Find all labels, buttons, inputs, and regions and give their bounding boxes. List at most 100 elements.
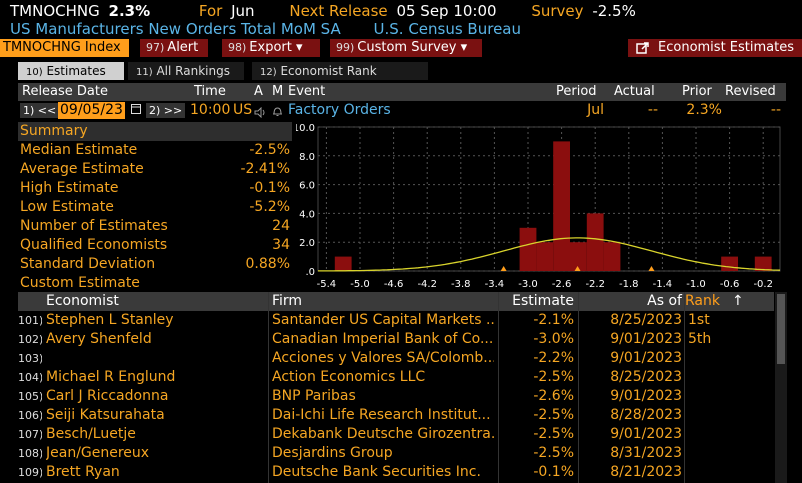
firm-name: Deutsche Bank Securities Inc. — [272, 464, 481, 480]
table-row[interactable]: 106) Seiji Katsurahata Dai-Ichi Life Resea… — [18, 406, 774, 425]
summary-title: Summary — [18, 122, 292, 141]
summary-row: Median Estimate -2.5% — [18, 141, 292, 160]
estimate-value: -2.5% — [533, 426, 574, 442]
col-firm[interactable]: Firm — [272, 293, 303, 309]
release-date-field[interactable]: 09/05/23 — [58, 102, 125, 119]
histogram-bar — [536, 242, 554, 271]
chart-svg: 10.0 8.0 6.0 4.0 2.0 .0-5.4 -5.0 -4.6 -4.2 -3.8 -3… — [293, 123, 781, 290]
tab-estimates-label: Estimates — [46, 64, 106, 78]
col-time: Time — [194, 84, 226, 99]
firm-name: Santander US Capital Markets ... — [272, 312, 494, 328]
table-row[interactable]: 102) Avery Shenfeld Canadian Imperial Bank… — [18, 330, 774, 349]
estimate-value: -2.6% — [533, 388, 574, 404]
export-button[interactable]: 98) Export ▾ — [222, 39, 320, 57]
summary-row: Average Estimate -2.41% — [18, 160, 292, 179]
histogram-bar — [334, 256, 352, 271]
col-prior: Prior — [682, 84, 712, 99]
y-tick-label: 6.0 — [299, 181, 315, 192]
economist-name: Besch/Luetje — [46, 426, 136, 442]
col-rank[interactable]: Rank — [685, 293, 720, 309]
row-number: 105) — [18, 390, 42, 403]
next-release-value: 05 Sep 10:00 — [396, 2, 497, 20]
summary-panel: Summary Median Estimate -2.5% Average Est… — [18, 122, 292, 293]
table-row[interactable]: 109) Brett Ryan Deutsche Bank Securities I… — [18, 463, 774, 482]
x-tick-label: -3.4 — [485, 279, 505, 290]
x-tick-label: -1.0 — [686, 279, 706, 290]
summary-label: Average Estimate — [20, 161, 144, 177]
summary-row: Standard Deviation 0.88% — [18, 255, 292, 274]
col-as-of[interactable]: As of — [647, 293, 682, 309]
custom-estimate-row[interactable]: Custom Estimate — [18, 274, 292, 293]
tab-all-rankings[interactable]: 11) All Rankings — [128, 62, 244, 80]
prev-release-button[interactable]: 1) << — [20, 103, 60, 118]
tab-economist-rank-history[interactable]: 12) Economist Rank History — [252, 62, 428, 98]
col-event: Event — [288, 84, 326, 99]
estimate-value: -0.1% — [533, 464, 574, 480]
as-of-date: 9/01/2023 — [610, 331, 682, 347]
x-tick-label: -2.6 — [552, 279, 572, 290]
table-row[interactable]: 101) Stephen L Stanley Santander US Capita… — [18, 311, 774, 330]
summary-value: 34 — [272, 237, 290, 253]
economist-estimates-button[interactable]: Economist Estimates — [628, 39, 802, 57]
tab-all-rankings-label: All Rankings — [156, 64, 230, 78]
summary-value: -2.5% — [249, 142, 290, 158]
row-number: 107) — [18, 428, 42, 441]
table-row[interactable]: 103) Acciones y Valores SA/Colomb... -2.2%… — [18, 349, 774, 368]
security-field[interactable]: TMNOCHNG Index — [0, 39, 129, 57]
command-bar: TMNOCHNG Index 97) Alert 98) Export ▾ 99) C… — [0, 38, 802, 58]
tab-estimates[interactable]: 10) Estimates — [18, 62, 124, 80]
summary-value: -0.1% — [249, 180, 290, 196]
next-release-button[interactable]: 2) >> — [146, 103, 186, 118]
speaker-icon[interactable] — [254, 105, 267, 124]
custom-survey-button[interactable]: 99) Custom Survey ▾ — [330, 39, 482, 57]
firm-name: Acciones y Valores SA/Colomb... — [272, 350, 494, 366]
x-tick-label: -1.8 — [619, 279, 639, 290]
estimate-value: -2.5% — [533, 369, 574, 385]
stat-marker — [574, 266, 581, 271]
col-actual: Actual — [614, 84, 655, 99]
y-tick-label: .0 — [305, 267, 315, 278]
estimate-value: -2.2% — [533, 350, 574, 366]
source: U.S. Census Bureau — [373, 20, 521, 38]
as-of-date: 8/25/2023 — [610, 312, 682, 328]
bell-icon[interactable] — [272, 104, 283, 123]
divider — [268, 292, 269, 483]
stat-marker — [648, 266, 655, 271]
export-num: 98) — [228, 41, 247, 54]
summary-label: Low Estimate — [20, 199, 114, 215]
table-row[interactable]: 104) Michael R Englund Action Economics LL… — [18, 368, 774, 387]
estimate-value: -2.1% — [533, 312, 574, 328]
col-release-date: Release Date — [22, 84, 108, 99]
table-row[interactable]: 105) Carl J Riccadonna BNP Paribas -2.6% 9/0… — [18, 387, 774, 406]
y-tick-label: 2.0 — [299, 238, 315, 249]
event-name[interactable]: Factory Orders — [288, 102, 391, 118]
table-row[interactable]: 107) Besch/Luetje Dekabank Deutsche Giroze… — [18, 425, 774, 444]
col-period: Period — [556, 84, 597, 99]
scrollbar[interactable] — [775, 292, 787, 483]
summary-value: -2.41% — [240, 161, 290, 177]
firm-name: Action Economics LLC — [272, 369, 426, 385]
export-label: Export ▾ — [249, 40, 303, 55]
as-of-date: 9/01/2023 — [610, 426, 682, 442]
col-estimate[interactable]: Estimate — [512, 293, 574, 309]
header-line-2: US Manufacturers New Orders Total MoM SA… — [10, 20, 521, 38]
col-economist[interactable]: Economist — [46, 293, 119, 309]
firm-name: BNP Paribas — [272, 388, 356, 404]
release-country: US — [233, 102, 253, 118]
calendar-icon[interactable] — [131, 101, 141, 120]
row-number: 102) — [18, 333, 42, 346]
next-release-label: Next Release — [289, 2, 388, 20]
header-line-1: TMNOCHNG 2.3% For Jun Next Release 05 Se… — [10, 2, 636, 20]
as-of-date: 8/21/2023 — [610, 464, 682, 480]
for-value: Jun — [231, 2, 255, 20]
histogram-bar — [603, 242, 621, 271]
release-table-header: Release Date Time A M Event Period Actua… — [18, 83, 786, 101]
divider — [498, 292, 499, 483]
summary-label: Standard Deviation — [20, 256, 156, 272]
tab-rank-history-num: 12) — [260, 67, 277, 78]
scrollbar-thumb[interactable] — [777, 294, 785, 364]
sort-up-icon[interactable]: ↑ — [732, 293, 744, 309]
table-row[interactable]: 108) Jean/Genereux Desjardins Group -2.5% 8/… — [18, 444, 774, 463]
y-tick-label: 10.0 — [296, 123, 315, 134]
alert-button[interactable]: 97) Alert — [140, 39, 208, 57]
